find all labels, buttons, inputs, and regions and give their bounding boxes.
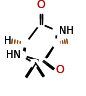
Circle shape — [37, 20, 44, 28]
Circle shape — [18, 51, 26, 59]
Text: H: H — [4, 36, 11, 46]
Circle shape — [53, 27, 61, 35]
Circle shape — [52, 39, 60, 47]
Text: H: H — [4, 36, 11, 46]
Circle shape — [39, 58, 47, 66]
Text: O: O — [36, 0, 45, 10]
Circle shape — [22, 39, 30, 47]
Text: O: O — [55, 65, 64, 74]
Text: HN: HN — [6, 50, 21, 60]
Text: O: O — [36, 0, 45, 10]
Text: O: O — [55, 65, 64, 74]
Circle shape — [31, 59, 38, 67]
Text: NH: NH — [59, 26, 74, 36]
Text: HN: HN — [6, 50, 21, 60]
Text: NH: NH — [59, 26, 74, 36]
